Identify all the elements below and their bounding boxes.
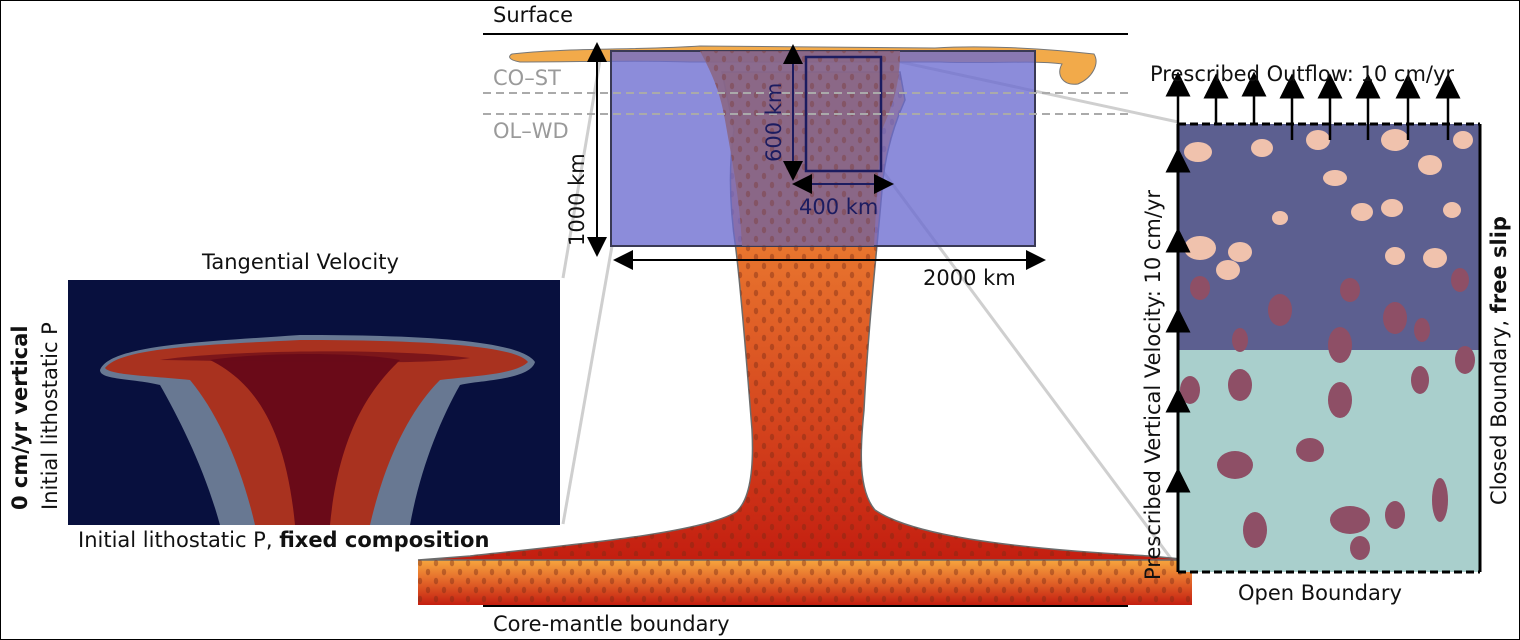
co-st-label: CO–ST [493, 66, 561, 90]
outflow-label: Prescribed Outflow: 10 cm/yr [1150, 62, 1455, 86]
closed-boundary-normal: Closed Boundary, [1487, 313, 1511, 505]
closed-boundary-label: Closed Boundary, free slip [1487, 216, 1511, 505]
surface-label: Surface [493, 3, 574, 27]
left-side-label: 0 cm/yr vertical [8, 325, 32, 510]
left-bottom-bold: fixed composition [279, 528, 490, 552]
cmb-label: Core-mantle boundary [493, 612, 730, 636]
depth-600-label: 600 km [762, 82, 786, 162]
tangential-velocity-panel [68, 280, 560, 525]
left-bottom-normal: Initial lithostatic P, [78, 528, 280, 552]
open-boundary-label: Open Boundary [1238, 581, 1402, 605]
closed-boundary-bold: free slip [1487, 216, 1511, 314]
left-side-label-2: Initial lithostatic P [38, 322, 62, 510]
left-side-bold: 0 cm/yr vertical [8, 325, 32, 510]
left-bottom-label: Initial lithostatic P, fixed composition [78, 528, 489, 552]
zoom-panel [1165, 71, 1482, 574]
width-400-label: 400 km [799, 195, 879, 219]
depth-1000-label: 1000 km [565, 153, 589, 246]
inflow-label: Prescribed Vertical Velocity: 10 cm/yr [1141, 189, 1165, 580]
width-2000-label: 2000 km [923, 266, 1016, 290]
velocity-panel-title: Tangential Velocity [202, 250, 399, 274]
ol-wd-label: OL–WD [493, 119, 569, 143]
